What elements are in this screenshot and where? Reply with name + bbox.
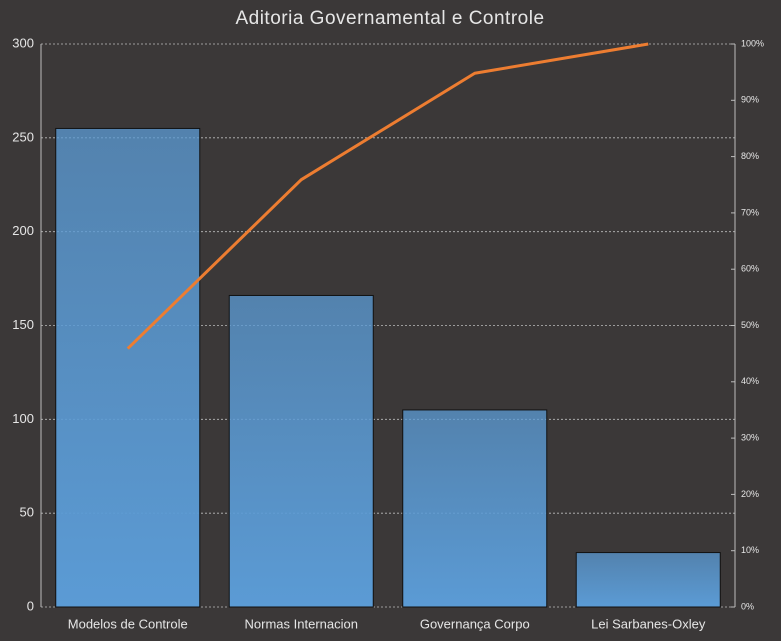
x-tick-label: Normas Internacion — [245, 616, 358, 631]
x-tick-label: Modelos de Controle — [68, 616, 188, 631]
y2-tick-label: 100% — [741, 38, 764, 48]
x-tick-label: Governança Corpo — [420, 616, 530, 631]
y2-tick-label: 20% — [741, 489, 759, 499]
y2-tick-label: 50% — [741, 320, 759, 330]
bar — [402, 409, 548, 608]
y-tick-label: 50 — [20, 505, 34, 520]
chart-title: Aditoria Governamental e Controle — [235, 8, 544, 29]
y-tick-label: 150 — [12, 317, 34, 332]
y2-tick-label: 40% — [741, 376, 759, 386]
bar — [228, 294, 374, 608]
y2-tick-label: 60% — [741, 264, 759, 274]
y2-tick-label: 90% — [741, 95, 759, 105]
y-tick-label: 250 — [12, 129, 34, 144]
y2-tick-label: 30% — [741, 432, 759, 442]
y-tick-label: 0 — [27, 598, 34, 613]
y2-tick-label: 80% — [741, 151, 759, 161]
bar — [55, 127, 201, 608]
y2-tick-label: 10% — [741, 545, 759, 555]
y2-tick-label: 0% — [741, 601, 754, 611]
cumulative-line — [126, 42, 649, 350]
bar — [575, 552, 721, 608]
y2-tick-label: 70% — [741, 207, 759, 217]
y-tick-label: 200 — [12, 223, 34, 238]
y-tick-label: 300 — [12, 35, 34, 50]
x-tick-label: Lei Sarbanes-Oxley — [591, 616, 706, 631]
y-tick-label: 100 — [12, 411, 34, 426]
